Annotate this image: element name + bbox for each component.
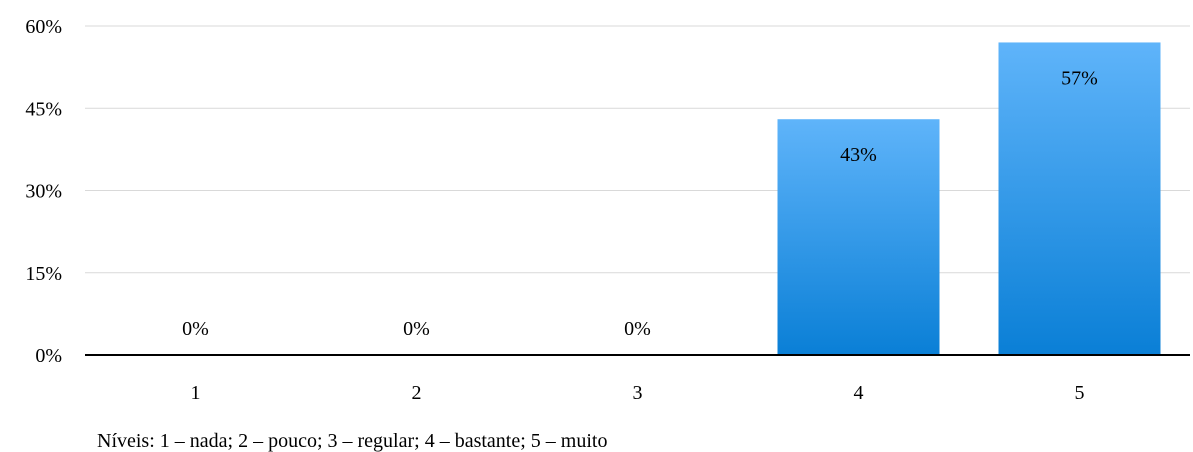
y-axis-tick-labels: 0% 15% 30% 45% 60% [25,16,62,367]
data-label-4: 43% [840,144,877,166]
y-tick-label: 15% [25,263,62,285]
y-tick-label: 60% [25,16,62,38]
x-tick-label-3: 3 [633,382,643,404]
data-label-1: 0% [182,318,209,340]
y-tick-label: 30% [25,181,62,203]
data-labels: 0% 0% 0% 43% 57% [182,67,1098,340]
data-label-2: 0% [403,318,430,340]
x-tick-label-4: 4 [854,382,864,404]
bar-4 [777,119,940,355]
levels-legend-note: Níveis: 1 – nada; 2 – pouco; 3 – regular… [97,430,607,452]
y-tick-label: 45% [25,98,62,120]
x-tick-label-1: 1 [191,382,201,404]
data-label-3: 0% [624,318,651,340]
x-tick-label-5: 5 [1075,382,1085,404]
x-tick-label-2: 2 [412,382,422,404]
bar-5 [998,42,1161,355]
x-axis-tick-labels: 1 2 3 4 5 [191,382,1085,404]
y-tick-label: 0% [35,345,62,367]
bars [777,42,1161,355]
data-label-5: 57% [1061,67,1098,89]
